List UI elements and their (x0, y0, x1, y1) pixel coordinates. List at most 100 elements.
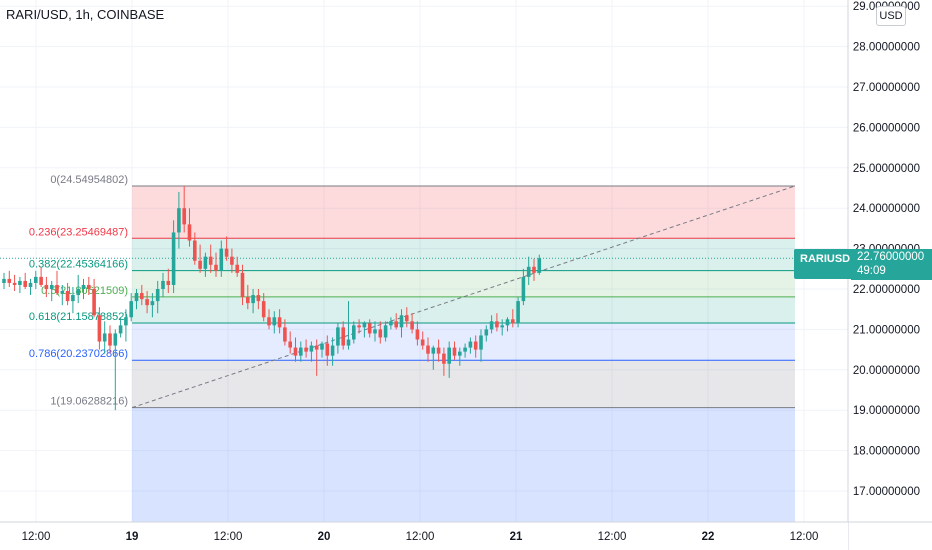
candle-body (532, 266, 536, 273)
candle-body (28, 282, 33, 287)
candle (458, 347, 462, 366)
candle (246, 284, 250, 310)
candle-body (346, 339, 351, 346)
candle-body (129, 301, 133, 318)
candle-body (108, 333, 112, 346)
fib-level-label: 0(24.54954802) (50, 174, 128, 186)
candle (18, 276, 22, 294)
candle (367, 319, 372, 338)
candle (71, 286, 75, 314)
candle (405, 307, 409, 328)
candle-body (447, 347, 451, 364)
fib-zone (132, 360, 795, 408)
candle-body (484, 329, 489, 336)
fib-level-label: 0.236(23.25469487) (29, 226, 128, 238)
candle-body (87, 284, 91, 289)
price-tick-label: 18.00000000 (853, 446, 920, 458)
candle-body (155, 289, 160, 302)
candle (330, 337, 335, 366)
candle-body (283, 327, 287, 342)
candle-body (150, 301, 155, 306)
fib-level-label: 0.618(21.15878852) (29, 311, 128, 323)
candle-body (378, 329, 383, 338)
candle-body (389, 321, 393, 326)
candle (28, 278, 33, 296)
candle-body (288, 341, 292, 348)
candle-body (193, 240, 197, 261)
price-tick-label: 22.00000000 (853, 284, 920, 296)
price-tick-label: 21.00000000 (853, 324, 920, 336)
candle (7, 270, 12, 287)
candle (34, 270, 38, 289)
candle (489, 315, 494, 334)
candle (150, 293, 155, 318)
candle-body (140, 293, 144, 300)
candle-body (468, 341, 473, 348)
candle (2, 272, 6, 289)
candle-body (341, 327, 345, 346)
candle (219, 240, 224, 277)
candle (314, 339, 319, 376)
fib-trend-line (131, 185, 796, 409)
candle-body (2, 278, 6, 283)
last-price-value: 22.76000000 (857, 251, 925, 263)
fib-level-label: 0.786(20.23702866) (29, 348, 128, 360)
candle (505, 317, 510, 332)
candle-body (12, 282, 17, 285)
candle-body (373, 329, 377, 334)
candle-body (214, 264, 218, 271)
candle-body (39, 276, 43, 285)
fib-zone (132, 407, 795, 522)
candle (261, 293, 266, 322)
candle (277, 309, 282, 334)
candle-body (230, 256, 234, 265)
candle-body (235, 264, 239, 273)
candle (293, 337, 298, 362)
candle (124, 309, 128, 342)
candle-body (352, 325, 356, 340)
candle-body (224, 248, 229, 257)
price-tick-label: 25.00000000 (853, 163, 920, 175)
candle (442, 347, 446, 376)
candle-body (410, 321, 414, 330)
candle (92, 278, 96, 318)
candle-body (113, 333, 118, 346)
candle (415, 321, 420, 346)
candle (468, 337, 473, 354)
candle (161, 272, 165, 298)
candle-body (436, 347, 441, 354)
candle-body (367, 323, 372, 334)
candle-body (362, 323, 367, 328)
candle-body (314, 345, 319, 350)
candle (108, 325, 112, 354)
chart-title: RARI/USD, 1h, COINBASE (6, 7, 165, 22)
candle-body (187, 224, 192, 241)
candle (336, 323, 340, 354)
candle-body (246, 297, 250, 304)
candle (230, 248, 234, 273)
currency-button[interactable]: USD (876, 6, 906, 26)
candle-body (166, 280, 171, 285)
candle (145, 291, 149, 314)
candle (240, 264, 245, 306)
price-tick-label: 28.00000000 (853, 42, 920, 54)
candle (214, 252, 218, 277)
candle-body (55, 284, 59, 294)
candle-body (171, 232, 176, 285)
candle (431, 345, 436, 370)
candle (410, 313, 414, 334)
candle-body (463, 347, 467, 352)
candle (516, 297, 520, 328)
candle (362, 321, 367, 338)
candle (76, 274, 80, 304)
candle-body (161, 280, 165, 289)
candle-body (500, 325, 504, 328)
candle-body (320, 343, 324, 350)
time-tick-label: 12:00 (406, 531, 435, 543)
candle-body (97, 315, 102, 342)
candle (87, 276, 91, 296)
candle (187, 208, 192, 247)
candle-body (495, 321, 499, 328)
last-price-box: 22.76000000 49:09 (851, 249, 932, 280)
